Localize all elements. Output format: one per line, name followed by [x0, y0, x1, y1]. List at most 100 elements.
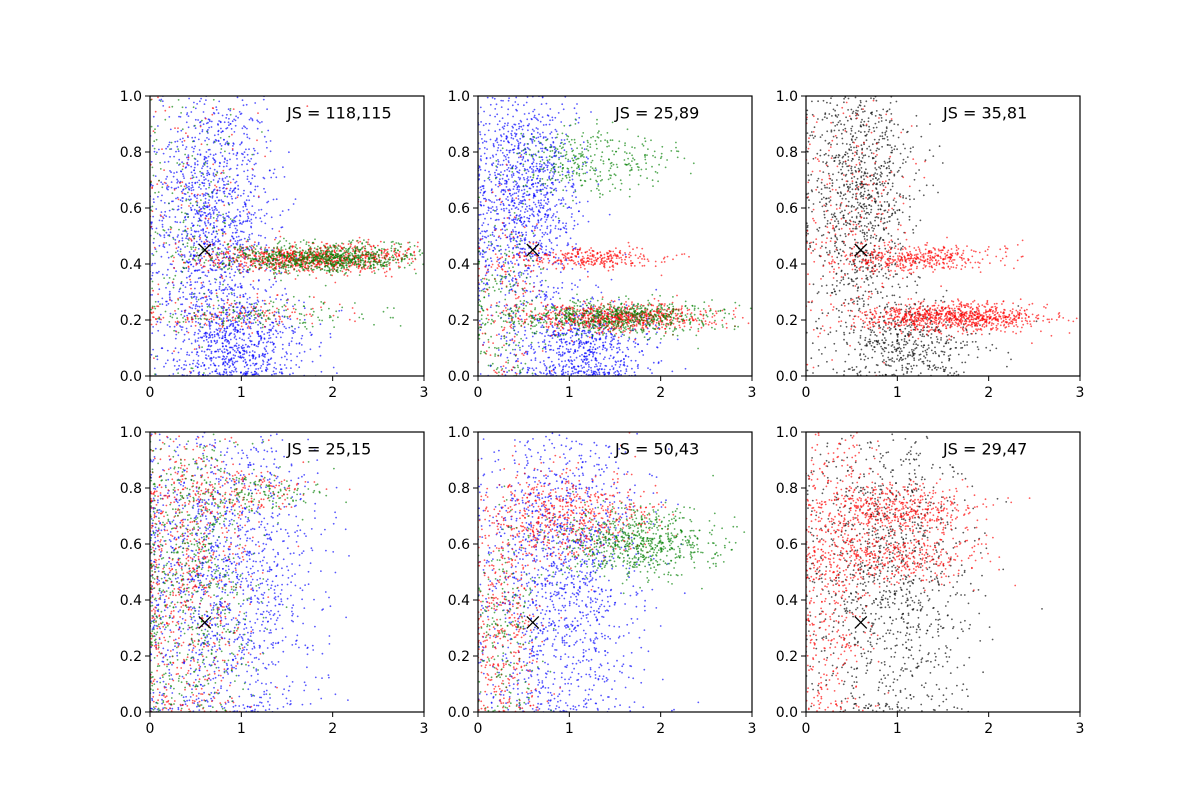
scatter-point [228, 152, 231, 155]
scatter-point [320, 301, 323, 303]
scatter-point [224, 158, 226, 161]
scatter-point [365, 241, 368, 244]
scatter-point [216, 256, 219, 259]
scatter-point [206, 162, 209, 165]
scatter-point [237, 346, 240, 349]
scatter-point [355, 266, 358, 268]
scatter-point [392, 256, 395, 259]
scatter-point [215, 368, 218, 371]
scatter-point [190, 111, 193, 113]
scatter-point [205, 224, 207, 227]
scatter-point [151, 332, 154, 335]
scatter-point [263, 353, 266, 356]
scatter-point [185, 327, 188, 330]
scatter-point [264, 236, 267, 239]
scatter-point [236, 174, 239, 177]
scatter-point [158, 99, 161, 101]
scatter-point [271, 327, 274, 329]
scatter-point [220, 252, 223, 255]
scatter-point [180, 313, 183, 316]
scatter-point [520, 150, 523, 152]
scatter-point [367, 253, 370, 256]
scatter-point [284, 248, 287, 251]
scatter-point [524, 211, 526, 214]
scatter-point [164, 118, 167, 121]
scatter-point [237, 349, 239, 352]
scatter-point [262, 360, 265, 363]
scatter-point [298, 251, 301, 254]
scatter-point [216, 251, 219, 254]
scatter-point [338, 250, 341, 252]
scatter-point [372, 263, 375, 266]
scatter-point [206, 275, 209, 277]
scatter-point [163, 236, 166, 239]
scatter-point [254, 358, 257, 360]
scatter-point [226, 215, 229, 218]
scatter-point [297, 326, 300, 329]
scatter-point [248, 333, 251, 336]
scatter-point [253, 287, 256, 290]
scatter-point [291, 246, 294, 249]
scatter-point [533, 235, 535, 238]
scatter-point [373, 259, 376, 262]
scatter-point [246, 268, 249, 271]
scatter-point [493, 235, 495, 238]
scatter-point [211, 195, 214, 198]
scatter-point [218, 316, 221, 319]
scatter-point [534, 227, 536, 230]
scatter-point [280, 336, 282, 339]
scatter-point [184, 216, 186, 219]
scatter-point [243, 307, 245, 309]
scatter-point [211, 243, 214, 246]
scatter-point [287, 259, 290, 262]
scatter-point [198, 225, 201, 227]
scatter-point [217, 334, 220, 337]
scatter-point [263, 263, 266, 266]
scatter-point [358, 316, 361, 319]
scatter-point [199, 277, 202, 279]
scatter-point [165, 182, 167, 185]
scatter-point [279, 316, 281, 318]
scatter-point [234, 271, 237, 274]
scatter-point [185, 230, 188, 233]
scatter-point [309, 261, 312, 264]
scatter-point [257, 288, 259, 290]
scatter-point [246, 208, 248, 211]
scatter-point [192, 265, 195, 268]
scatter-point [288, 272, 291, 274]
scatter-point [253, 305, 255, 308]
scatter-point [203, 243, 206, 246]
scatter-point [207, 221, 210, 224]
scatter-point [151, 145, 154, 147]
scatter-point [256, 119, 259, 122]
scatter-point [153, 357, 155, 359]
scatter-point [179, 325, 181, 327]
scatter-point [567, 160, 569, 163]
scatter-point [220, 148, 223, 150]
scatter-point [265, 212, 268, 215]
scatter-point [209, 324, 212, 327]
scatter-point [217, 314, 220, 317]
scatter-point [285, 309, 287, 312]
scatter-point [312, 268, 315, 271]
scatter-point [233, 345, 236, 347]
scatter-point [174, 140, 177, 143]
scatter-point [251, 177, 254, 180]
scatter-point [248, 118, 251, 121]
scatter-point [347, 247, 350, 250]
scatter-point [201, 271, 204, 274]
scatter-point [226, 175, 228, 178]
scatter-point [231, 360, 234, 363]
scatter-point [327, 247, 330, 250]
scatter-point [282, 265, 284, 268]
scatter-point [191, 174, 194, 177]
scatter-point [225, 313, 228, 316]
scatter-point [283, 309, 285, 312]
scatter-point [294, 241, 296, 244]
scatter-point [237, 194, 240, 197]
scatter-point [394, 247, 397, 250]
scatter-point [268, 246, 270, 249]
scatter-point [207, 355, 210, 357]
scatter-point [182, 173, 184, 176]
scatter-point [245, 322, 248, 325]
